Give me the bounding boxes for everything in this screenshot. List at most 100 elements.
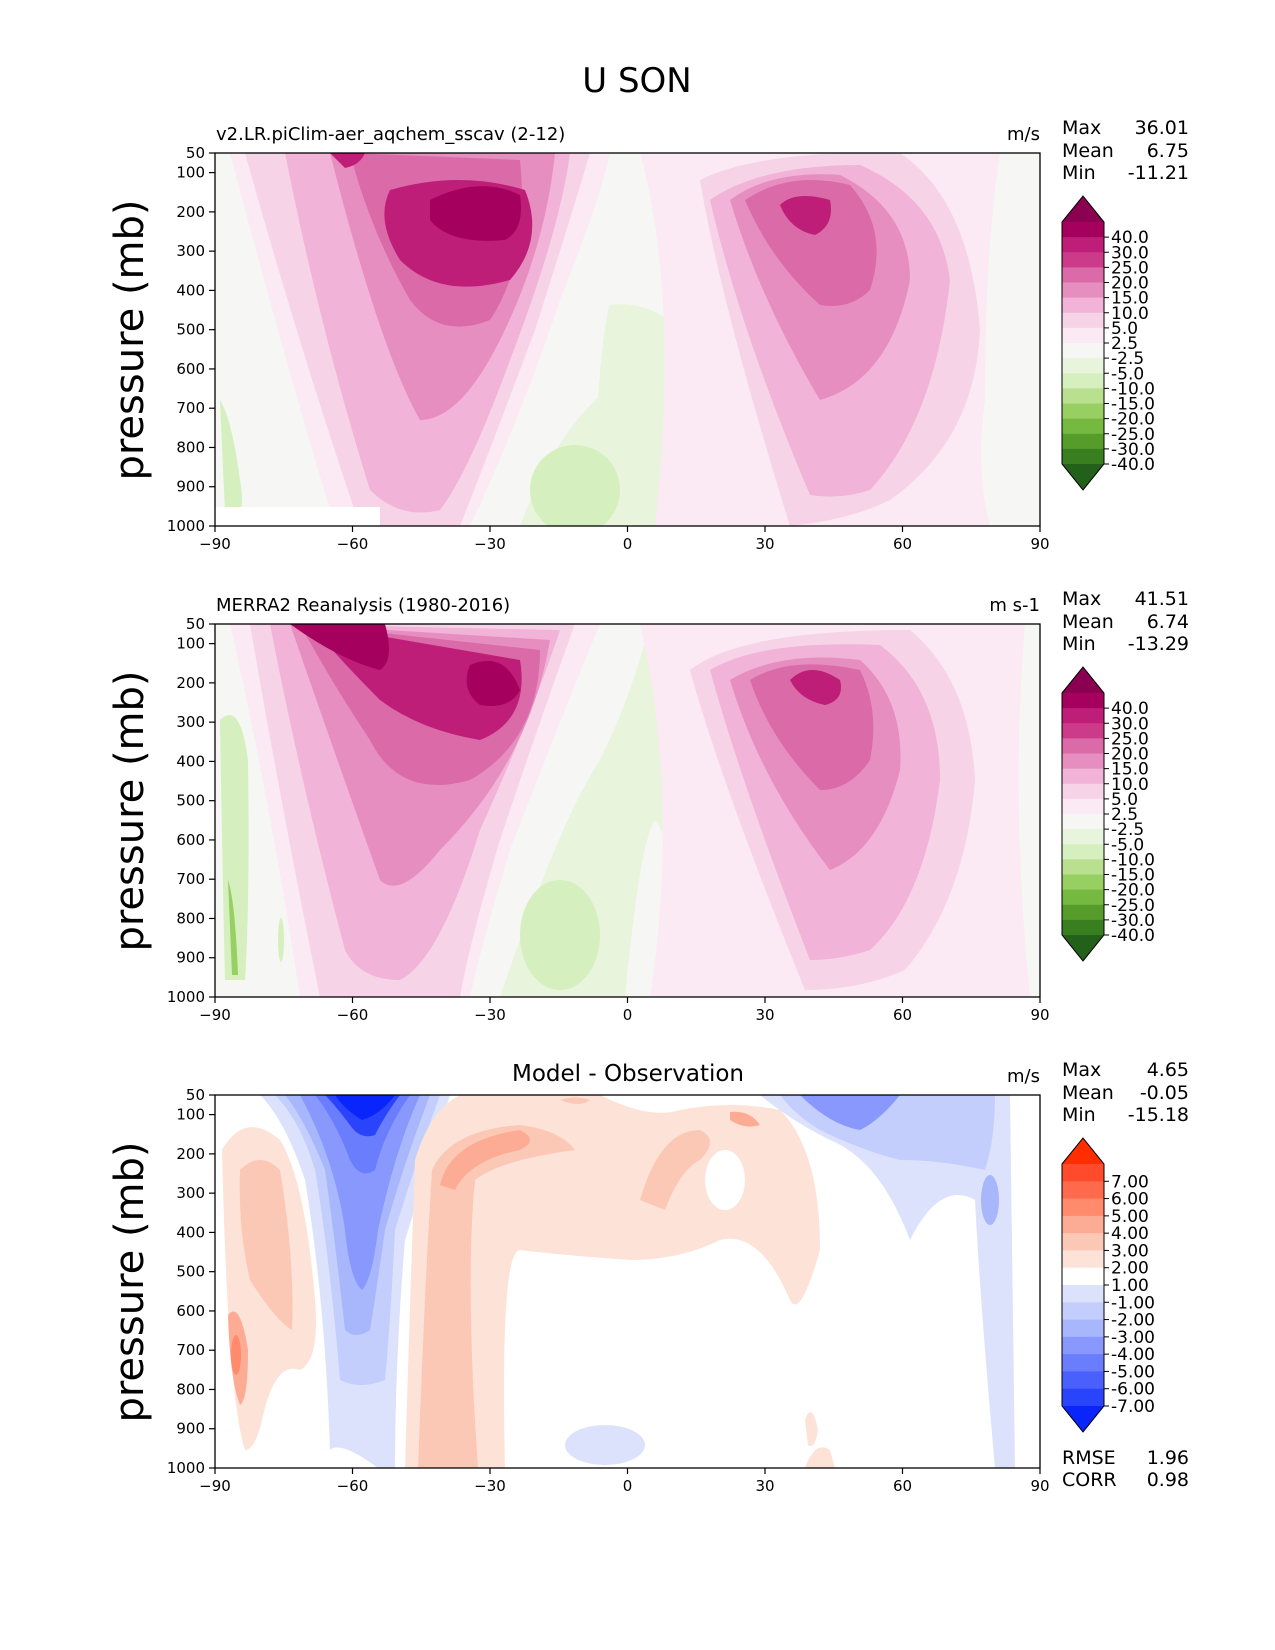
- x-tick-label: −90: [199, 1477, 231, 1495]
- units-label: m/s: [1007, 1066, 1040, 1087]
- colorbar-label: -5.00: [1111, 1362, 1155, 1382]
- stat-value: 6.75: [1147, 140, 1189, 162]
- colorbar-label: 6.00: [1111, 1190, 1149, 1210]
- colorbar-swatch: [1062, 738, 1104, 754]
- y-tick-label: 200: [176, 1145, 205, 1163]
- colorbar-swatch: [1062, 312, 1104, 329]
- colorbar-extend-min: [1062, 464, 1104, 490]
- colorbar-swatch: [1062, 1319, 1104, 1338]
- contour-field-difference: [215, 1095, 1040, 1468]
- stat-label: Min: [1062, 1104, 1096, 1126]
- colorbar-label: 5.0: [1111, 319, 1138, 339]
- colorbar-extend-min: [1062, 935, 1104, 961]
- colorbar-swatch: [1062, 358, 1104, 374]
- x-tick-label: 0: [623, 1006, 633, 1024]
- colorbar-label: 1.00: [1111, 1276, 1149, 1296]
- x-tick-label: −90: [199, 535, 231, 553]
- colorbar-swatch: [1062, 433, 1104, 450]
- x-tick-label: −30: [474, 1006, 506, 1024]
- colorbar-label: -20.0: [1111, 410, 1155, 430]
- colorbar-label: -4.00: [1111, 1345, 1155, 1365]
- stat-value: 36.01: [1135, 117, 1189, 139]
- colorbar-swatch: [1062, 343, 1104, 359]
- y-tick-label: 700: [176, 399, 205, 417]
- stat-label: Mean: [1062, 1082, 1114, 1104]
- y-tick-label: 800: [176, 1380, 205, 1398]
- y-tick-label: 300: [176, 242, 205, 260]
- colorbar-swatch: [1062, 222, 1104, 238]
- y-axis-label: pressure (mb): [107, 199, 153, 480]
- panel-title: MERRA2 Reanalysis (1980-2016): [216, 595, 510, 616]
- y-tick-label: 400: [176, 281, 205, 299]
- colorbar-extend-max: [1062, 667, 1104, 693]
- stat-label: Min: [1062, 633, 1096, 655]
- units-label: m s-1: [989, 595, 1040, 616]
- stat-label: CORR: [1062, 1469, 1117, 1491]
- y-tick-label: 100: [176, 635, 205, 653]
- stat-value: -11.21: [1128, 162, 1189, 184]
- colorbar-label: -7.00: [1111, 1397, 1155, 1417]
- colorbar-swatch: [1062, 252, 1104, 268]
- figure-title: U SON: [582, 61, 691, 101]
- colorbar-label: 20.0: [1111, 745, 1149, 765]
- y-tick-label: 200: [176, 203, 205, 221]
- x-tick-label: −60: [337, 535, 369, 553]
- stat-label: Max: [1062, 588, 1101, 610]
- colorbar-label: 25.0: [1111, 729, 1149, 749]
- colorbar-label: -20.0: [1111, 881, 1155, 901]
- x-tick-label: −60: [337, 1477, 369, 1495]
- colorbar-swatch: [1062, 1285, 1104, 1303]
- colorbar-swatch: [1062, 829, 1104, 845]
- y-tick-label: 700: [176, 870, 205, 888]
- colorbar-label: -25.0: [1111, 425, 1155, 445]
- y-tick-label: 1000: [167, 988, 205, 1006]
- x-tick-label: 60: [893, 1006, 912, 1024]
- y-tick-label: 1000: [167, 517, 205, 535]
- y-tick-label: 200: [176, 674, 205, 692]
- x-tick-label: 90: [1030, 1006, 1049, 1024]
- colorbar-label: -5.0: [1111, 364, 1144, 384]
- colorbar-label: 15.0: [1111, 760, 1149, 780]
- contour-field-model: [215, 153, 1040, 526]
- colorbar-extend-max: [1062, 1138, 1104, 1164]
- colorbar-label: 2.00: [1111, 1259, 1149, 1279]
- y-tick-label: 800: [176, 438, 205, 456]
- panel-observation: MERRA2 Reanalysis (1980-2016) m s-1 pres…: [107, 588, 1189, 1024]
- x-tick-label: 0: [623, 535, 633, 553]
- colorbar-label: -2.5: [1111, 349, 1144, 369]
- colorbar-swatch: [1062, 723, 1104, 739]
- colorbar-swatch: [1062, 1371, 1104, 1390]
- stat-value: -0.05: [1140, 1082, 1189, 1104]
- colorbar-label: 40.0: [1111, 228, 1149, 248]
- colorbar-swatch: [1062, 874, 1104, 891]
- colorbar-label: 25.0: [1111, 258, 1149, 278]
- y-tick-label: 800: [176, 909, 205, 927]
- colorbar-swatch: [1062, 297, 1104, 314]
- y-tick-label: 500: [176, 1263, 205, 1281]
- colorbar-swatch: [1062, 373, 1104, 389]
- colorbar-swatch: [1062, 708, 1104, 724]
- y-tick-label: 300: [176, 713, 205, 731]
- colorbar-label: 4.00: [1111, 1224, 1149, 1244]
- colorbar-label: 20.0: [1111, 274, 1149, 294]
- x-tick-label: 60: [893, 535, 912, 553]
- colorbar: 40.030.025.020.015.010.05.02.5-2.5-5.0-1…: [1061, 666, 1155, 962]
- y-tick-label: 50: [186, 144, 205, 162]
- colorbar-swatch: [1062, 919, 1104, 936]
- colorbar-label: 7.00: [1111, 1172, 1149, 1192]
- colorbar-extend-min: [1062, 1406, 1104, 1432]
- skill-stats: RMSE 1.96 CORR 0.98: [1062, 1447, 1189, 1491]
- x-tick-label: 30: [755, 1006, 774, 1024]
- colorbar-label: 15.0: [1111, 289, 1149, 309]
- colorbar-label: 10.0: [1111, 775, 1149, 795]
- colorbar-label: 10.0: [1111, 304, 1149, 324]
- colorbar-label: 2.5: [1111, 805, 1138, 825]
- colorbar-swatch: [1062, 1215, 1104, 1234]
- colorbar-swatch: [1062, 448, 1104, 465]
- x-tick-label: 90: [1030, 535, 1049, 553]
- colorbar-swatch: [1062, 798, 1104, 815]
- colorbar-swatch: [1062, 1181, 1104, 1200]
- colorbar-swatch: [1062, 768, 1104, 785]
- axes: −90 −60 −30 0 30 60 90 50 100 200 300 400 500 600 700 8…: [167, 615, 1050, 1024]
- stats-block: Max 41.51 Mean 6.74 Min -13.29: [1062, 588, 1189, 655]
